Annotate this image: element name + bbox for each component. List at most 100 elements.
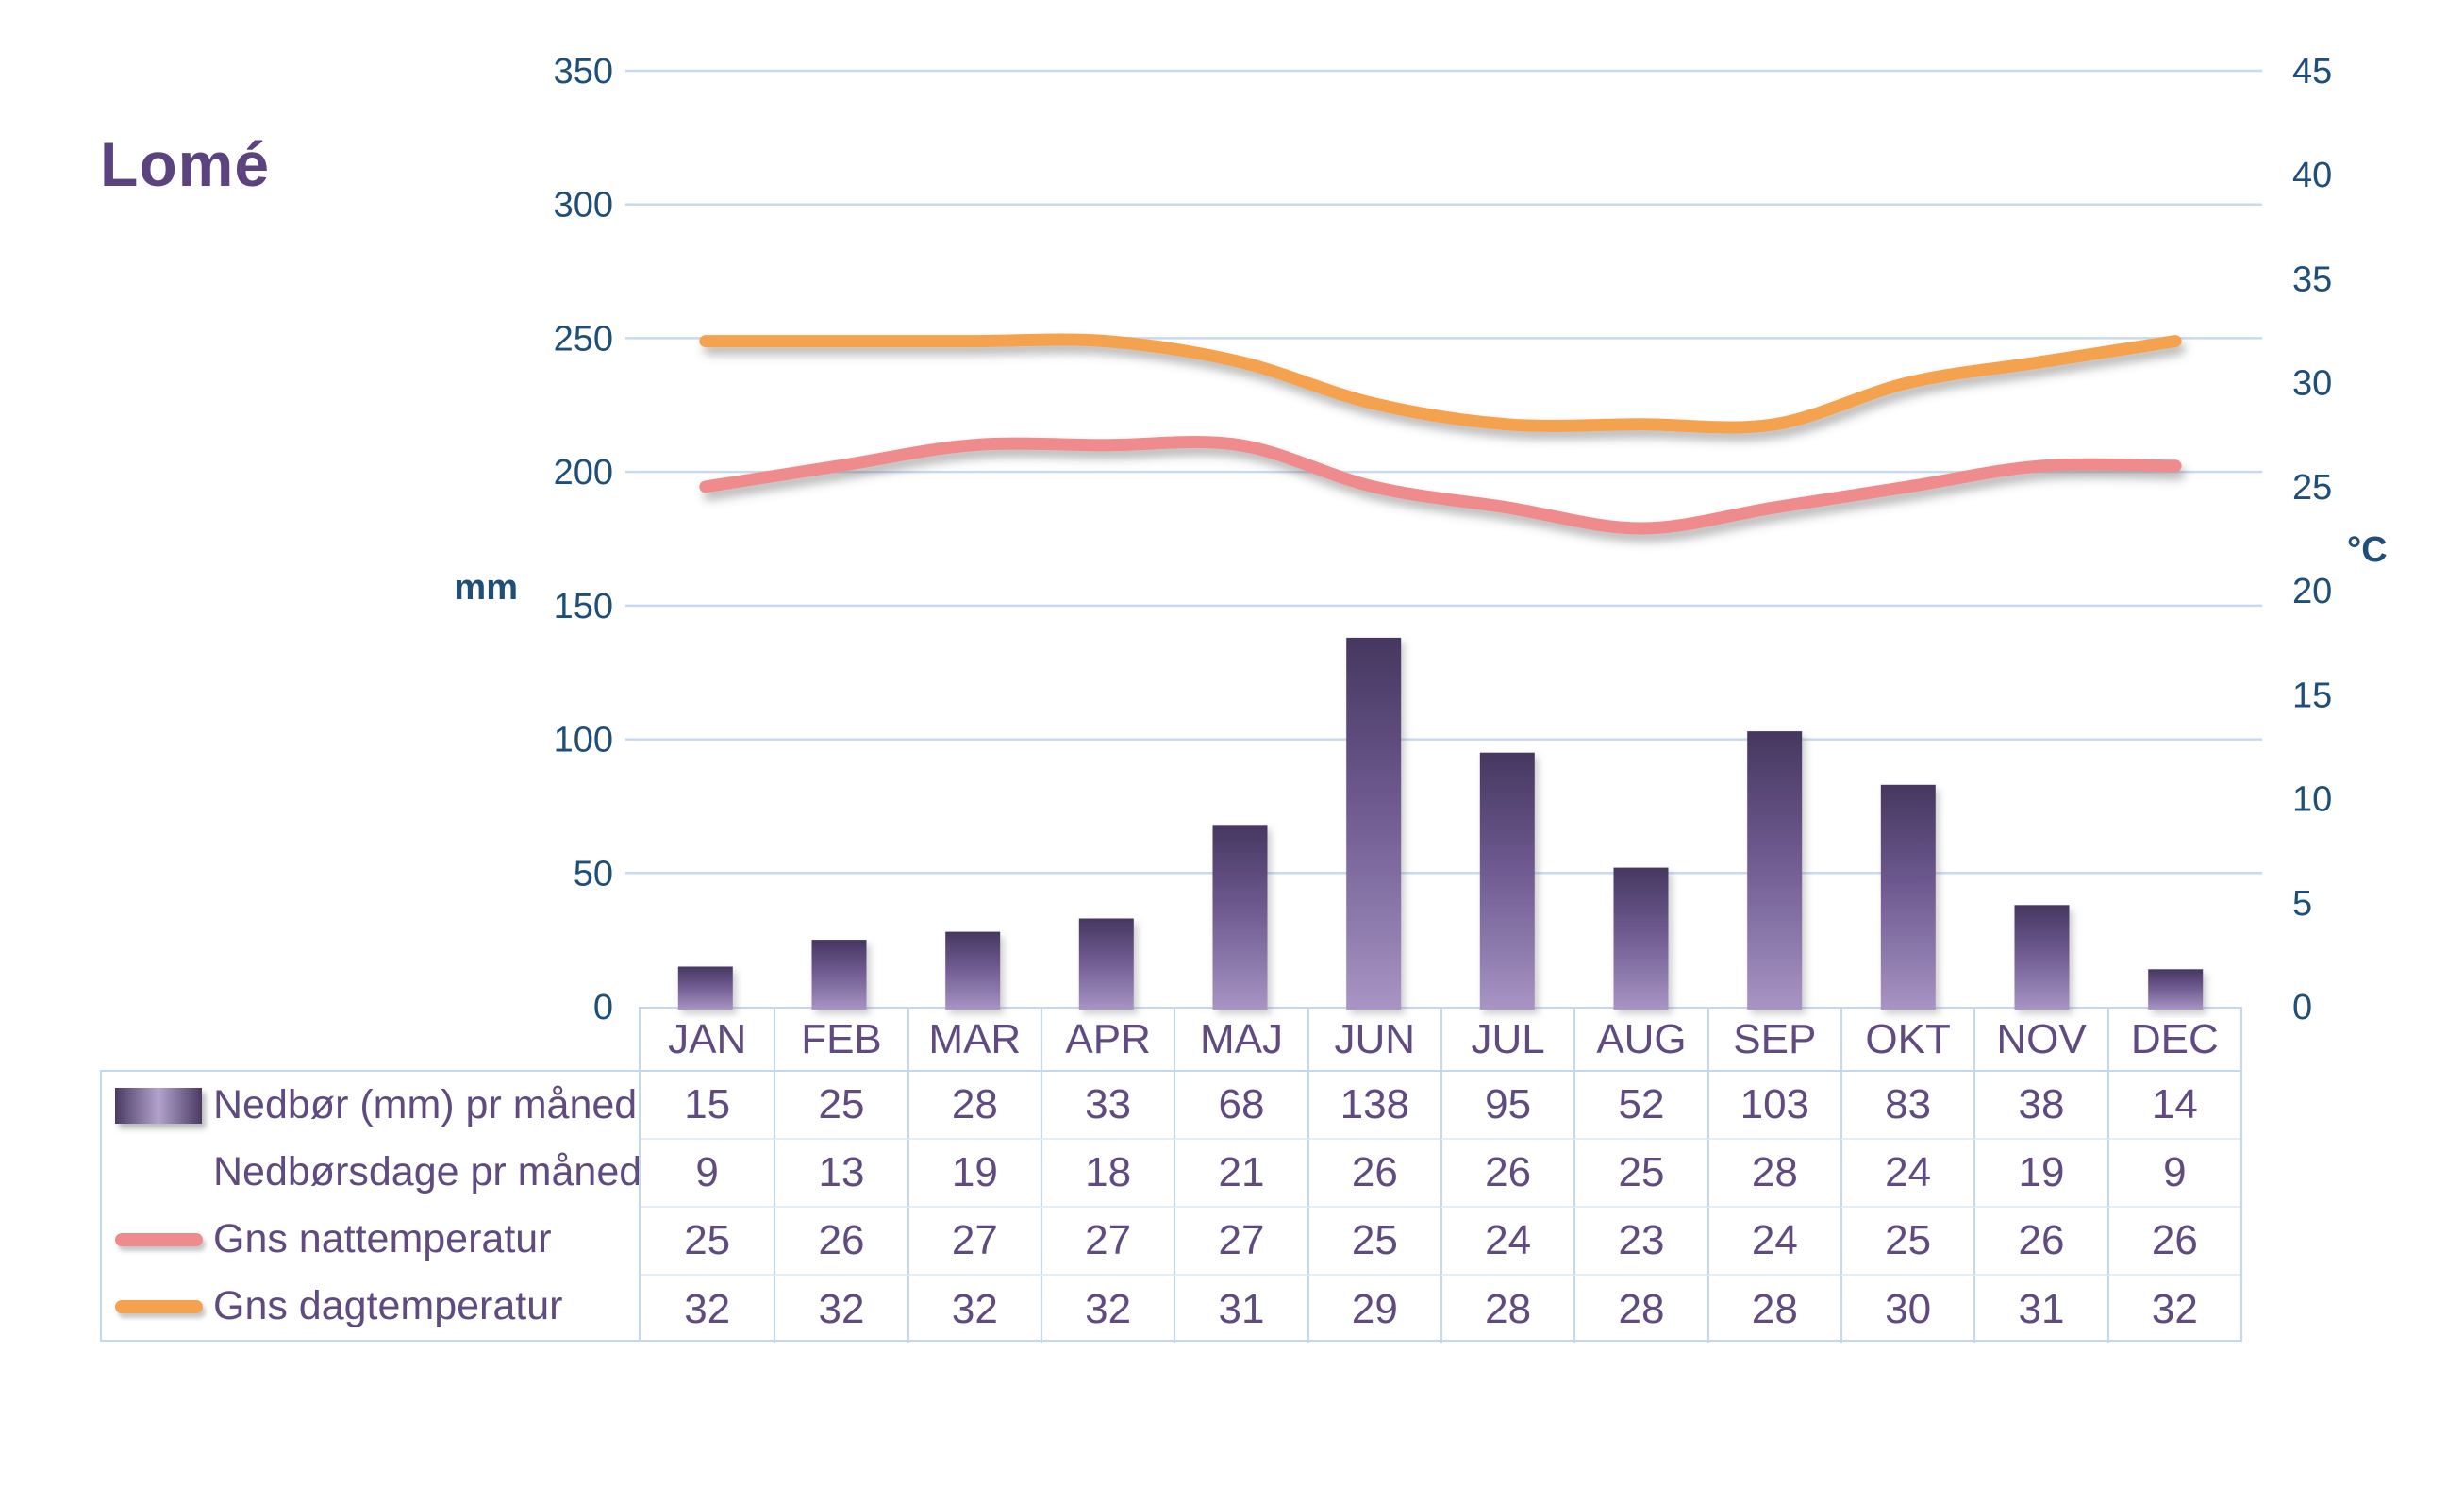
precipitation-bar bbox=[677, 966, 733, 1010]
left-axis-unit: mm bbox=[454, 568, 518, 608]
chart-legend: Nedbør (mm) pr måned Nedbørsdage pr måne… bbox=[100, 1070, 642, 1342]
legend-row-precipitation: Nedbør (mm) pr måned bbox=[102, 1072, 639, 1139]
svg-text:20: 20 bbox=[2292, 572, 2332, 611]
right-axis-unit: °C bbox=[2347, 530, 2388, 570]
table-value-cell: 31 bbox=[1174, 1276, 1307, 1343]
month-header-cell: MAR bbox=[907, 1009, 1041, 1072]
svg-text:15: 15 bbox=[2292, 676, 2332, 715]
month-header-cell: JUN bbox=[1307, 1009, 1440, 1072]
table-value-cell: 27 bbox=[907, 1208, 1041, 1276]
precipitation-bar bbox=[2148, 969, 2204, 1010]
precipitation-bar bbox=[2014, 905, 2070, 1010]
table-value-cell: 27 bbox=[1174, 1208, 1307, 1276]
table-value-cell: 15 bbox=[641, 1072, 774, 1140]
svg-text:150: 150 bbox=[554, 587, 613, 626]
table-value-cell: 14 bbox=[2106, 1072, 2240, 1140]
data-table: JAN FEB MAR APR MAJ JUN JUL AUG SEP OKT NOV DEC 15 25… bbox=[639, 1007, 2242, 1343]
table-value-cell: 28 bbox=[1706, 1140, 1840, 1208]
precipitation-bar-swatch-icon bbox=[115, 1087, 202, 1124]
table-value-cell: 68 bbox=[1174, 1072, 1307, 1140]
legend-row-day-temp: Gns dagtemperatur bbox=[102, 1273, 639, 1340]
precipitation-bar bbox=[1346, 637, 1402, 1010]
table-value-cell: 83 bbox=[1840, 1072, 1974, 1140]
month-header-cell: MAJ bbox=[1174, 1009, 1307, 1072]
month-header-cell: NOV bbox=[1973, 1009, 2107, 1072]
svg-text:350: 350 bbox=[554, 52, 613, 92]
svg-text:200: 200 bbox=[554, 453, 613, 493]
table-value-cell: 24 bbox=[1706, 1208, 1840, 1276]
svg-text:10: 10 bbox=[2292, 780, 2332, 820]
night-temp-line bbox=[699, 436, 2182, 535]
table-value-cell: 26 bbox=[1307, 1140, 1440, 1208]
right-axis-labels: 0 5 10 15 20 25 30 35 40 45 °C bbox=[2292, 52, 2388, 1027]
table-value-cell: 13 bbox=[774, 1140, 907, 1208]
table-value-cell: 33 bbox=[1040, 1072, 1174, 1140]
table-value-cell: 138 bbox=[1307, 1072, 1440, 1140]
table-value-cell: 32 bbox=[2106, 1276, 2240, 1343]
svg-text:100: 100 bbox=[554, 721, 613, 760]
svg-text:300: 300 bbox=[554, 186, 613, 225]
table-value-cell: 31 bbox=[1973, 1276, 2106, 1343]
table-value-cell: 9 bbox=[641, 1140, 774, 1208]
table-value-cell: 19 bbox=[1973, 1140, 2107, 1208]
legend-row-night-temp: Gns nattemperatur bbox=[102, 1206, 639, 1273]
night-temp-line-swatch-icon bbox=[115, 1232, 203, 1246]
precipitation-bar bbox=[1078, 918, 1134, 1010]
table-value-cell: 103 bbox=[1706, 1072, 1840, 1140]
table-value-cell: 28 bbox=[1573, 1276, 1706, 1343]
month-header-cell: OKT bbox=[1840, 1009, 1974, 1072]
month-header-cell: AUG bbox=[1573, 1009, 1707, 1072]
precipitation-bar bbox=[811, 940, 867, 1010]
precipitation-bar bbox=[1880, 784, 1936, 1010]
month-header-cell: JAN bbox=[641, 1009, 774, 1072]
table-value-cell: 32 bbox=[907, 1276, 1041, 1343]
legend-row-rain-days: Nedbørsdage pr måned bbox=[102, 1139, 642, 1206]
left-axis-labels: 0 50 100 150 200 250 300 350 mm bbox=[454, 52, 613, 1027]
svg-text:40: 40 bbox=[2292, 156, 2332, 195]
svg-text:0: 0 bbox=[593, 988, 613, 1027]
svg-text:35: 35 bbox=[2292, 259, 2332, 299]
table-value-cell: 29 bbox=[1307, 1276, 1440, 1343]
table-value-cell: 26 bbox=[774, 1208, 907, 1276]
month-header-cell: FEB bbox=[774, 1009, 907, 1072]
table-value-cell: 38 bbox=[1973, 1072, 2107, 1140]
chart-title: Lomé bbox=[100, 129, 271, 199]
table-value-cell: 28 bbox=[907, 1072, 1041, 1140]
table-value-cell: 19 bbox=[907, 1140, 1041, 1208]
table-value-cell: 9 bbox=[2106, 1140, 2240, 1208]
day-temp-line-swatch-icon bbox=[115, 1299, 203, 1313]
month-header-cell: SEP bbox=[1706, 1009, 1840, 1072]
table-value-cell: 25 bbox=[641, 1208, 774, 1276]
gridlines bbox=[625, 69, 2262, 875]
legend-label-night-temp: Gns nattemperatur bbox=[213, 1216, 552, 1261]
table-value-cell: 24 bbox=[1840, 1140, 1974, 1208]
table-value-cell: 26 bbox=[1440, 1140, 1574, 1208]
table-value-cell: 28 bbox=[1706, 1276, 1840, 1343]
month-header-cell: JUL bbox=[1440, 1009, 1574, 1072]
table-value-cell: 32 bbox=[774, 1276, 907, 1343]
table-value-cell: 52 bbox=[1573, 1072, 1707, 1140]
day-temp-line bbox=[699, 333, 2182, 434]
month-header-cell: DEC bbox=[2106, 1009, 2240, 1072]
table-value-cell: 95 bbox=[1440, 1072, 1574, 1140]
table-value-cell: 27 bbox=[1040, 1208, 1174, 1276]
svg-text:0: 0 bbox=[2292, 988, 2312, 1027]
table-value-cell: 23 bbox=[1573, 1208, 1707, 1276]
legend-label-precipitation: Nedbør (mm) pr måned bbox=[213, 1082, 638, 1127]
svg-text:30: 30 bbox=[2292, 364, 2332, 404]
table-value-cell: 18 bbox=[1040, 1140, 1174, 1208]
table-value-cell: 28 bbox=[1440, 1276, 1573, 1343]
table-value-cell: 26 bbox=[1973, 1208, 2107, 1276]
precipitation-bar bbox=[945, 931, 1001, 1010]
table-value-cell: 24 bbox=[1440, 1208, 1574, 1276]
svg-text:25: 25 bbox=[2292, 468, 2332, 508]
precipitation-bars bbox=[677, 637, 2204, 1010]
legend-label-rain-days: Nedbørsdage pr måned bbox=[213, 1149, 642, 1194]
svg-text:45: 45 bbox=[2292, 52, 2332, 92]
precipitation-bar bbox=[1479, 752, 1535, 1010]
month-header-cell: APR bbox=[1040, 1009, 1174, 1072]
table-value-cell: 26 bbox=[2106, 1208, 2240, 1276]
table-value-cell: 30 bbox=[1840, 1276, 1973, 1343]
table-value-cell: 25 bbox=[1573, 1140, 1707, 1208]
precipitation-bar bbox=[1613, 867, 1669, 1010]
